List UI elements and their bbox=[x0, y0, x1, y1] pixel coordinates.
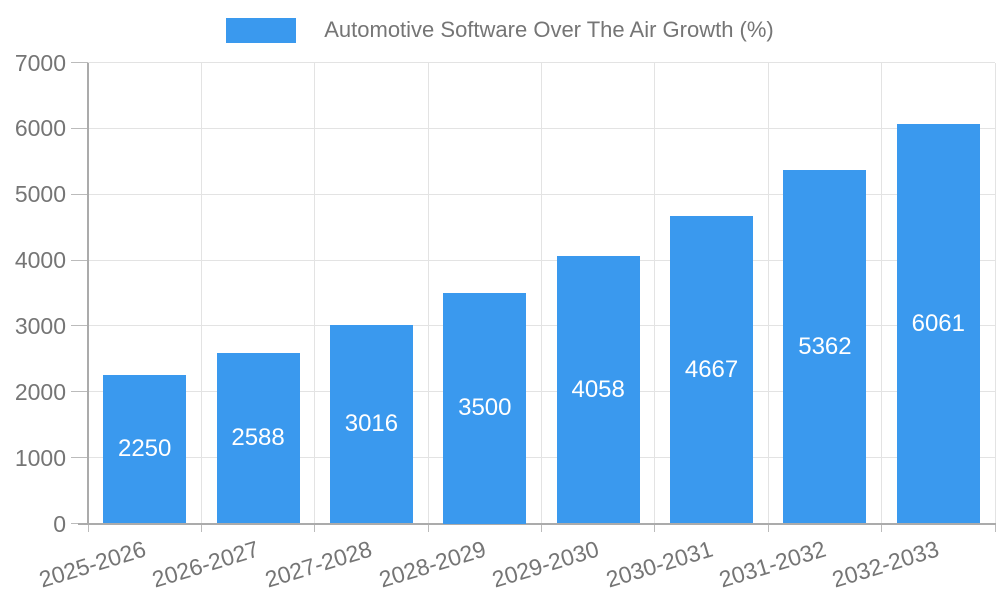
y-axis-tick-label: 7000 bbox=[14, 49, 66, 76]
legend-item[interactable]: Automotive Software Over The Air Growth … bbox=[226, 17, 774, 43]
y-axis-tick bbox=[71, 325, 88, 327]
legend-swatch bbox=[226, 17, 297, 43]
bar: 3016 bbox=[329, 324, 413, 524]
x-axis-tick bbox=[994, 524, 996, 532]
legend-label: Automotive Software Over The Air Growth … bbox=[324, 17, 774, 42]
bar-value-label: 4058 bbox=[571, 375, 625, 403]
bar: 4058 bbox=[556, 256, 640, 524]
bar-value-label: 5362 bbox=[798, 332, 852, 360]
y-axis-tick-label: 4000 bbox=[14, 247, 66, 274]
x-axis-tick bbox=[314, 524, 316, 532]
bar: 2250 bbox=[103, 375, 187, 524]
x-axis-tick bbox=[541, 524, 542, 532]
bar-value-label: 3500 bbox=[458, 394, 512, 422]
y-axis-tick-label: 5000 bbox=[14, 181, 66, 208]
y-axis-tick-label: 1000 bbox=[14, 444, 66, 471]
x-axis-line bbox=[78, 522, 996, 525]
x-axis-tick bbox=[200, 524, 202, 532]
y-axis-tick-label: 6000 bbox=[14, 115, 66, 142]
bar-value-label: 3016 bbox=[344, 410, 399, 438]
y-axis-line bbox=[87, 62, 89, 525]
bar-value-label: 2250 bbox=[117, 435, 172, 463]
bar: 2588 bbox=[216, 353, 300, 524]
x-gridline bbox=[200, 62, 202, 524]
x-axis-tick bbox=[767, 524, 769, 532]
bar: 5362 bbox=[783, 170, 867, 524]
x-gridline bbox=[881, 62, 883, 524]
y-axis-tick-label: 2000 bbox=[14, 378, 66, 405]
x-axis-tick bbox=[87, 524, 89, 532]
bar: 3500 bbox=[443, 293, 527, 524]
y-axis-tick bbox=[71, 193, 88, 195]
x-gridline bbox=[767, 62, 769, 524]
x-axis-tick bbox=[881, 524, 883, 532]
legend: Automotive Software Over The Air Growth … bbox=[0, 17, 1000, 43]
x-gridline bbox=[994, 62, 996, 524]
y-axis-tick-label: 3000 bbox=[14, 312, 66, 339]
x-axis-tick bbox=[654, 524, 656, 532]
x-gridline bbox=[541, 62, 542, 524]
y-axis-tick-label: 0 bbox=[53, 510, 66, 537]
y-axis-tick bbox=[71, 127, 88, 129]
bar-value-label: 2588 bbox=[231, 424, 285, 452]
y-axis-tick bbox=[71, 391, 88, 393]
y-axis-tick bbox=[71, 62, 88, 63]
y-axis-tick bbox=[71, 457, 88, 459]
bar: 4667 bbox=[670, 216, 754, 524]
x-axis-tick bbox=[427, 524, 429, 532]
bar: 6061 bbox=[896, 124, 980, 524]
bar-value-label: 4667 bbox=[684, 355, 739, 383]
x-gridline bbox=[427, 62, 429, 524]
y-axis-tick bbox=[71, 259, 88, 261]
x-gridline bbox=[654, 62, 656, 524]
bar-value-label: 6061 bbox=[911, 309, 965, 337]
x-gridline bbox=[314, 62, 316, 524]
